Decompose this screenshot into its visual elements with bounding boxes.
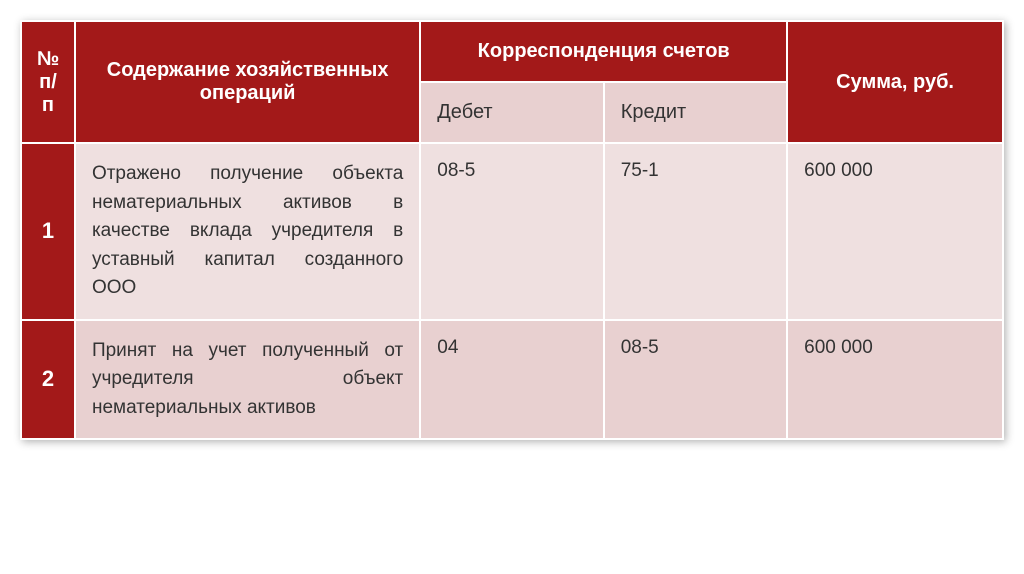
table-row: 2 Принят на учет полученный от учредител… (21, 320, 1003, 440)
row-debit: 08-5 (420, 143, 603, 320)
header-sum: Сумма, руб. (787, 21, 1003, 143)
row-debit: 04 (420, 320, 603, 440)
row-sum: 600 000 (787, 143, 1003, 320)
header-correspondence: Корреспонденция счетов (420, 21, 787, 82)
header-credit: Кредит (604, 82, 787, 143)
table-row: 1 Отражено получение объекта нематериаль… (21, 143, 1003, 320)
row-number: 1 (21, 143, 75, 320)
row-sum: 600 000 (787, 320, 1003, 440)
accounting-table: № п/п Содержание хозяйственных операций … (20, 20, 1004, 440)
row-credit: 08-5 (604, 320, 787, 440)
header-number: № п/п (21, 21, 75, 143)
row-description: Принят на учет полученный от учредителя … (75, 320, 420, 440)
row-number: 2 (21, 320, 75, 440)
header-description: Содержание хозяйственных операций (75, 21, 420, 143)
header-debit: Дебет (420, 82, 603, 143)
row-credit: 75-1 (604, 143, 787, 320)
row-description: Отражено получение объекта нематериальны… (75, 143, 420, 320)
accounting-table-container: № п/п Содержание хозяйственных операций … (20, 20, 1004, 440)
